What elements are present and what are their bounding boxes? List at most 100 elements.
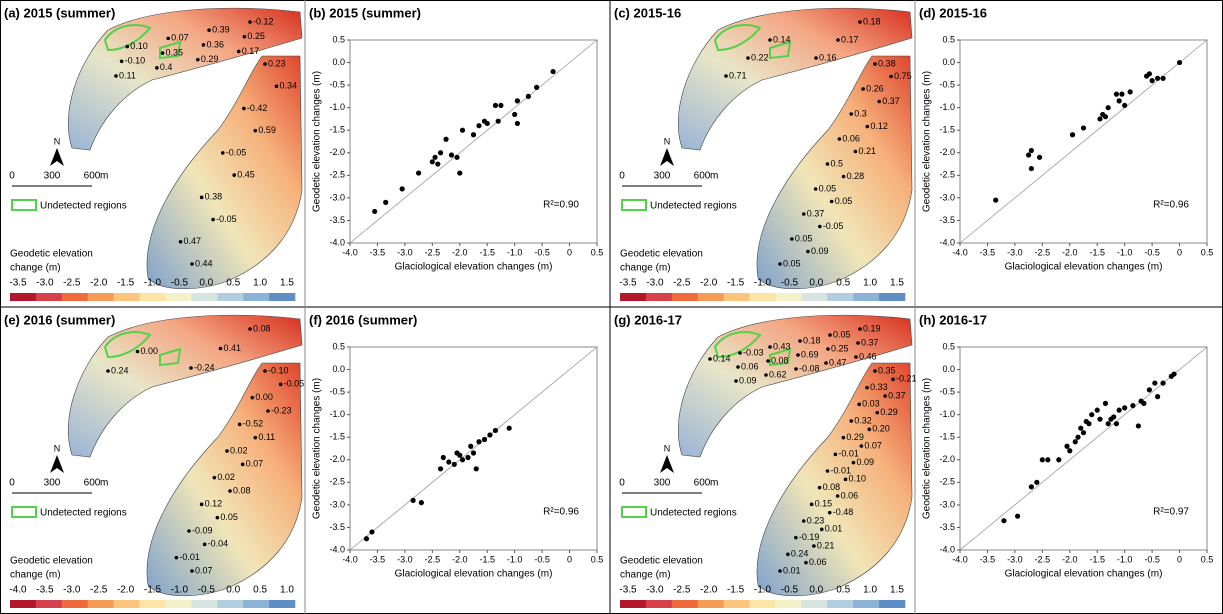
sample-point — [851, 460, 856, 465]
colorbar-label: -1.0 — [754, 585, 772, 596]
point-label: 0.05 — [783, 258, 801, 268]
x-tick-label: -3.0 — [397, 554, 413, 564]
colorbar-label: -1.5 — [144, 585, 162, 596]
panel-title: (h) 2016-17 — [919, 312, 987, 327]
point — [1056, 457, 1062, 463]
sample-point — [202, 542, 207, 547]
colorbar-segment — [269, 600, 296, 608]
scale-label: 0 — [619, 171, 625, 182]
sample-point — [746, 56, 750, 60]
sample-point — [858, 327, 862, 331]
point-label: 0.23 — [807, 515, 825, 525]
map-panel: (g) 2016-17 0.19 0.37 0.46 0.05 0.25 0.47 0.18 0… — [614, 312, 917, 608]
sample-point — [849, 419, 854, 423]
point — [410, 497, 416, 503]
one-to-one-line — [349, 346, 598, 551]
point-label: 0.06 — [741, 361, 759, 371]
point — [1075, 434, 1081, 440]
point — [1171, 371, 1177, 377]
sample-point — [766, 359, 770, 363]
sample-point — [873, 62, 877, 66]
x-tick-label: -4.0 — [952, 247, 968, 257]
point — [468, 443, 474, 449]
colorbar-segment — [749, 293, 776, 301]
sample-point — [841, 435, 846, 440]
point-label: 0.07 — [864, 440, 882, 450]
sample-point — [250, 395, 255, 400]
point-label: 0.43 — [773, 341, 791, 351]
point — [1028, 484, 1034, 490]
point — [1036, 154, 1043, 160]
sample-point — [738, 351, 742, 355]
panel-title: (d) 2015-16 — [919, 5, 987, 20]
scale-unit: m — [710, 478, 718, 489]
legend-label: Undetected regions — [650, 201, 737, 212]
point — [416, 170, 422, 176]
y-tick-label: -1.5 — [939, 432, 955, 442]
colorbar-segment — [35, 600, 63, 608]
y-tick-label: -0.5 — [939, 79, 955, 89]
sample-point — [174, 555, 179, 560]
y-tick-label: -3.5 — [939, 522, 955, 532]
scale-label: 300 — [44, 478, 61, 489]
y-tick-label: 0.0 — [942, 364, 955, 374]
colorbar-label: -3.5 — [619, 585, 637, 596]
scale-label: 600 — [84, 171, 101, 182]
point-label: 0.01 — [783, 565, 801, 575]
colorbar-segment — [269, 293, 296, 301]
x-tick-label: -2.0 — [1062, 554, 1078, 564]
point-label: 0.08 — [823, 482, 841, 492]
point-label: -0.10 — [125, 56, 146, 66]
sample-point — [861, 87, 865, 91]
point-label: 0.00 — [141, 346, 159, 356]
point-label: 0.09 — [811, 246, 829, 256]
sample-point — [818, 224, 822, 229]
x-tick-label: -1.0 — [507, 247, 523, 257]
colorbar-label: -3.0 — [63, 585, 81, 596]
point — [492, 102, 499, 109]
x-tick-label: -1.0 — [1117, 554, 1133, 564]
sample-point — [835, 494, 840, 498]
sample-point — [877, 99, 881, 104]
point — [454, 154, 460, 160]
map-panel: (c) 2015-16 0.18 0.17 0.16 0.14 0.22 0.71 0.38 0… — [614, 5, 913, 301]
point-label: 0.05 — [220, 512, 238, 522]
x-tick-label: -3.5 — [980, 554, 996, 564]
sample-point — [827, 510, 832, 515]
y-tick-label: -4.0 — [939, 544, 955, 554]
point — [550, 68, 556, 75]
point-label: -0.05 — [226, 147, 247, 157]
point-label: 0.20 — [872, 424, 890, 434]
colorbar-segment — [139, 600, 166, 608]
glacier-upper — [678, 7, 913, 151]
scatter-panel: (d) 2015-16 -4.0 -3.5 -3.0 -2.5 -2.0 -1.5 -1.0 -… — [919, 5, 1213, 272]
north-label: N — [664, 136, 671, 146]
colorbar-label: -4.0 — [9, 585, 27, 596]
colorbar-label: 1.0 — [863, 585, 877, 596]
point — [1155, 394, 1161, 400]
point-label: 0.19 — [863, 323, 881, 333]
point — [1086, 421, 1092, 427]
x-tick-label: 0 — [567, 247, 572, 257]
map-panel: (a) 2015 (summer) -0.12 0.25 0.17 0.39 0.36 0.… — [4, 5, 303, 301]
y-tick-label: -1.5 — [939, 125, 955, 135]
colorbar-label: -2.5 — [63, 278, 81, 289]
sample-point — [867, 427, 872, 432]
sample-point — [225, 449, 229, 453]
point — [487, 432, 493, 438]
y-tick-label: -1.0 — [939, 102, 955, 112]
point-label: 0.10 — [130, 41, 148, 51]
scale-label: 300 — [654, 171, 671, 182]
one-to-one-line — [959, 39, 1208, 244]
point — [465, 454, 471, 461]
point-label: 0.14 — [713, 353, 731, 363]
colorbar-segment — [645, 293, 673, 301]
colorbar-segment — [697, 293, 724, 301]
point — [437, 466, 444, 472]
colorbar-segment — [87, 600, 114, 608]
point — [1028, 165, 1034, 172]
sample-point — [119, 59, 124, 64]
y-tick-label: -4.0 — [939, 237, 955, 247]
sample-point — [837, 137, 842, 141]
point — [1160, 75, 1166, 81]
